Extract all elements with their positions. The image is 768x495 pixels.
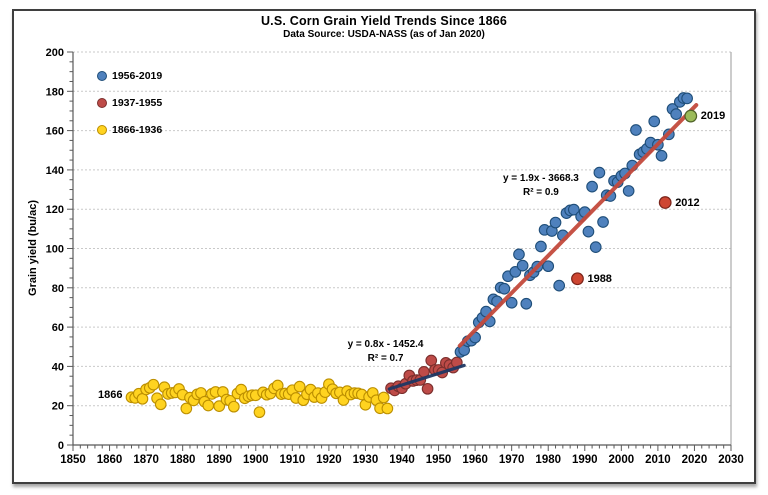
- x-tick-label: 2020: [682, 454, 708, 466]
- y-tick-label: 200: [46, 47, 64, 59]
- x-tick-label: 2030: [718, 454, 744, 466]
- data-point-1956-2019: [549, 216, 562, 229]
- data-point-1956-2019: [509, 266, 522, 278]
- data-point-1956-2019: [648, 115, 661, 128]
- chart-subtitle: Data Source: USDA-NASS (as of Jan 2020): [283, 29, 485, 40]
- data-point-1956-2019: [670, 108, 683, 120]
- data-point-1866-1936: [180, 402, 193, 415]
- data-point-1956-2019: [681, 92, 693, 105]
- data-point-1866-1936: [213, 400, 226, 412]
- legend-item-1956-2019: 1956-2019: [97, 66, 162, 85]
- legend-label: 1956-2019: [112, 69, 163, 82]
- data-point-1956-2019: [567, 203, 580, 216]
- y-tick-label: 140: [46, 165, 64, 177]
- data-point-1956-2019: [655, 149, 668, 162]
- x-tick-label: 1890: [206, 454, 232, 466]
- x-tick-label: 1930: [353, 454, 379, 466]
- x-tick-label: 1900: [243, 454, 269, 466]
- y-tick-label: 160: [46, 126, 64, 138]
- highlight-point-2019: [684, 109, 698, 123]
- legend: 1956-2019 1937-1955 1866-1936: [97, 66, 162, 147]
- r-squared-text: R² = 0.9: [522, 186, 559, 198]
- legend-label: 1937-1955: [112, 96, 163, 109]
- label-2019: 2019: [700, 110, 726, 123]
- data-point-1956-2019: [513, 248, 525, 261]
- legend-label: 1866-1936: [112, 123, 163, 136]
- data-point-1956-2019: [520, 297, 533, 310]
- data-point-1866-1936: [253, 406, 266, 419]
- x-tick-label: 1990: [572, 454, 598, 466]
- highlight-point-1988: [571, 272, 584, 286]
- data-point-1956-2019: [582, 225, 595, 238]
- y-tick-label: 100: [46, 244, 64, 256]
- chart-title: U.S. Corn Grain Yield Trends Since 1866: [260, 14, 508, 28]
- legend-dot-yellow-icon: [97, 124, 107, 135]
- y-tick-label: 80: [52, 283, 64, 295]
- data-point-1956-2019: [542, 260, 555, 273]
- x-tick-label: 1970: [499, 454, 525, 466]
- highlight-point-2012: [658, 196, 672, 209]
- data-point-1956-2019: [597, 216, 609, 228]
- x-tick-label: 2000: [609, 454, 635, 466]
- r-squared-text: R² = 0.7: [367, 352, 404, 364]
- data-point-1956-2019: [622, 185, 635, 197]
- data-point-1956-2019: [630, 124, 642, 136]
- y-tick-label: 40: [52, 361, 64, 373]
- trendline: [387, 363, 466, 391]
- y-tick-label: 0: [58, 440, 64, 452]
- legend-dot-red-icon: [97, 97, 107, 108]
- x-tick-label: 1950: [426, 454, 452, 466]
- x-tick-label: 1850: [60, 454, 86, 466]
- y-tick-label: 20: [52, 401, 64, 413]
- x-tick-label: 1860: [97, 454, 123, 466]
- data-point-1866-1936: [377, 391, 390, 404]
- data-point-1937-1955: [421, 382, 434, 395]
- y-tick-label: 60: [52, 322, 64, 334]
- y-tick-label: 120: [46, 204, 64, 216]
- trendline-equation-modern: y = 1.9x - 3668.3 R² = 0.9: [503, 172, 579, 200]
- x-tick-label: 1870: [133, 454, 159, 466]
- x-tick-label: 1960: [462, 454, 488, 466]
- data-point-1866-1936: [147, 378, 160, 391]
- y-axis-title: Grain yield (bu/ac): [27, 200, 39, 296]
- x-tick-label: 1940: [389, 454, 415, 466]
- x-tick-label: 1980: [535, 454, 561, 466]
- x-tick-label: 2010: [645, 454, 671, 466]
- data-point-1956-2019: [505, 296, 518, 309]
- data-point-1956-2019: [516, 259, 529, 272]
- label-1988: 1988: [587, 272, 612, 285]
- trendline-equation-early: y = 0.8x - 1452.4 R² = 0.7: [348, 338, 424, 366]
- data-point-1866-1936: [154, 398, 167, 411]
- data-point-1956-2019: [593, 166, 606, 179]
- data-point-1866-1936: [293, 380, 306, 393]
- x-tick-label: 1920: [316, 454, 342, 466]
- legend-item-1937-1955: 1937-1955: [97, 93, 162, 112]
- data-point-1956-2019: [589, 241, 602, 253]
- x-tick-label: 1910: [280, 454, 306, 466]
- equation-text: y = 0.8x - 1452.4: [347, 338, 424, 350]
- label-2012: 2012: [675, 196, 700, 209]
- equation-text: y = 1.9x - 3668.3: [502, 172, 579, 184]
- y-tick-label: 180: [46, 86, 64, 98]
- legend-item-1866-1936: 1866-1936: [97, 120, 162, 139]
- legend-dot-blue-icon: [97, 70, 107, 81]
- data-point-1866-1936: [202, 399, 215, 412]
- data-point-1866-1936: [227, 400, 240, 413]
- data-point-1956-2019: [586, 180, 598, 193]
- x-tick-label: 1880: [170, 454, 196, 466]
- data-point-1866-1936: [381, 402, 394, 415]
- data-point-1956-2019: [498, 282, 511, 295]
- data-point-1956-2019: [553, 279, 566, 292]
- annotation-1866: 1866: [98, 389, 123, 402]
- trendline: [457, 103, 699, 348]
- data-point-1956-2019: [535, 240, 547, 253]
